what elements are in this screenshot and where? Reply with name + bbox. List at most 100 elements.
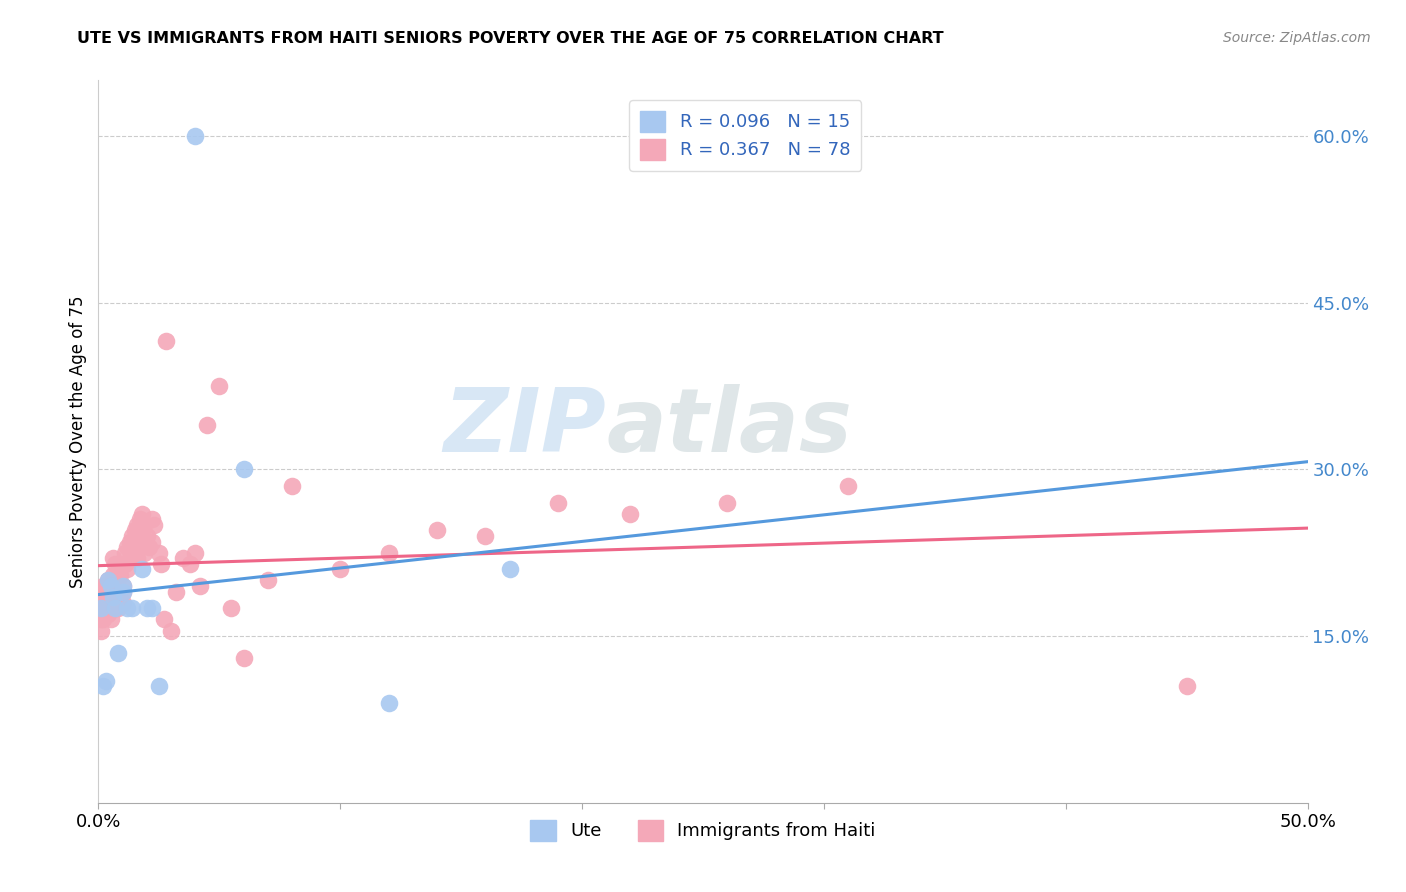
Point [90,612,112,626]
Point [127,551,149,566]
Text: UTE VS IMMIGRANTS FROM HAITI SENIORS POVERTY OVER THE AGE OF 75 CORRELATION CHAR: UTE VS IMMIGRANTS FROM HAITI SENIORS POV… [77,31,943,46]
Point [141,601,163,615]
Point [114,546,136,560]
Point [111,579,134,593]
Point [143,517,166,532]
Point [107,601,129,615]
Point [91,679,114,693]
Point [138,540,160,554]
Text: atlas: atlas [606,384,852,471]
Point [111,596,134,610]
Text: ZIP: ZIP [443,384,606,471]
Point [141,534,163,549]
Point [91,579,114,593]
Point [152,612,174,626]
Text: Source: ZipAtlas.com: Source: ZipAtlas.com [1223,31,1371,45]
Point [377,696,399,710]
Point [101,551,124,566]
Point [117,540,139,554]
Point [121,601,143,615]
Point [547,496,569,510]
Point [104,557,127,571]
Point [124,540,146,554]
Point [155,334,177,349]
Point [100,579,122,593]
Point [104,601,127,615]
Point [101,590,124,604]
Point [184,546,207,560]
Point [107,579,129,593]
Point [94,590,117,604]
Point [117,562,139,576]
Point [131,562,153,576]
Point [184,128,207,143]
Point [90,624,112,638]
Point [837,479,859,493]
Point [114,557,136,571]
Point [104,574,127,588]
Y-axis label: Seniors Poverty Over the Age of 75: Seniors Poverty Over the Age of 75 [69,295,87,588]
Point [141,512,163,526]
Point [148,546,170,560]
Point [117,601,139,615]
Point [90,601,112,615]
Point [208,379,231,393]
Point [619,507,641,521]
Point [91,612,114,626]
Point [256,574,278,588]
Point [118,534,141,549]
Point [498,562,520,576]
Point [1175,679,1198,693]
Point [121,529,143,543]
Point [108,590,131,604]
Point [121,551,143,566]
Point [188,579,211,593]
Legend: Ute, Immigrants from Haiti: Ute, Immigrants from Haiti [523,813,883,848]
Point [101,568,124,582]
Point [716,496,738,510]
Point [281,479,304,493]
Point [97,584,120,599]
Point [179,557,201,571]
Point [100,590,122,604]
Point [232,651,254,665]
Point [128,512,150,526]
Point [134,517,156,532]
Point [232,462,254,476]
Point [165,584,187,599]
Point [131,507,153,521]
Point [426,524,449,538]
Point [195,417,218,432]
Point [111,584,134,599]
Point [118,551,141,566]
Point [97,607,120,621]
Point [172,551,194,566]
Point [329,562,352,576]
Point [134,546,156,560]
Point [97,574,120,588]
Point [100,612,122,626]
Point [135,601,157,615]
Point [94,579,117,593]
Point [128,534,150,549]
Point [107,568,129,582]
Point [90,601,112,615]
Point [377,546,399,560]
Point [97,574,120,588]
Point [107,646,129,660]
Point [94,673,117,688]
Point [100,601,122,615]
Point [111,584,134,599]
Point [104,601,127,615]
Point [160,624,183,638]
Point [111,579,134,593]
Point [131,529,153,543]
Point [100,579,122,593]
Point [108,568,131,582]
Point [91,590,114,604]
Point [135,529,157,543]
Point [150,557,173,571]
Point [127,517,149,532]
Point [94,601,117,615]
Point [221,601,243,615]
